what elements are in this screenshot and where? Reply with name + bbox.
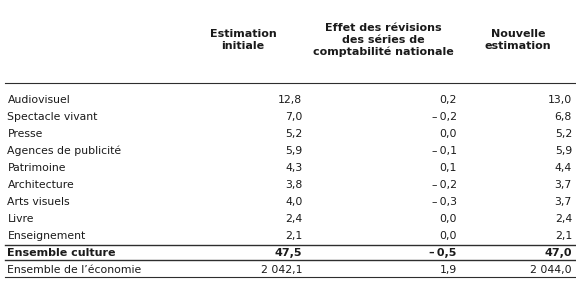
Text: 2,4: 2,4 [285,214,302,224]
Text: 4,3: 4,3 [285,163,302,173]
Text: Architecture: Architecture [7,180,74,190]
Text: Ensemble culture: Ensemble culture [7,248,116,258]
Text: 6,8: 6,8 [555,112,572,122]
Text: 12,8: 12,8 [278,95,302,105]
Text: 0,1: 0,1 [439,163,457,173]
Text: 3,7: 3,7 [555,197,572,207]
Text: 13,0: 13,0 [548,95,572,105]
Text: Ensemble de l’économie: Ensemble de l’économie [7,265,142,275]
Text: 0,0: 0,0 [439,231,457,241]
Text: Effet des révisions
des séries de
comptabilité nationale: Effet des révisions des séries de compta… [313,23,454,58]
Text: Audiovisuel: Audiovisuel [7,95,70,105]
Text: Spectacle vivant: Spectacle vivant [7,112,98,122]
Text: – 0,5: – 0,5 [429,248,457,258]
Text: 0,0: 0,0 [439,214,457,224]
Text: 2,1: 2,1 [285,231,302,241]
Text: 4,4: 4,4 [555,163,572,173]
Text: 4,0: 4,0 [285,197,302,207]
Text: 5,9: 5,9 [555,146,572,156]
Text: Agences de publicité: Agences de publicité [7,146,122,156]
Text: 3,8: 3,8 [285,180,302,190]
Text: – 0,1: – 0,1 [432,146,457,156]
Text: Presse: Presse [7,129,43,139]
Text: 2,4: 2,4 [555,214,572,224]
Text: Livre: Livre [7,214,34,224]
Text: Estimation
initiale: Estimation initiale [210,29,276,51]
Text: – 0,3: – 0,3 [432,197,457,207]
Text: Nouvelle
estimation: Nouvelle estimation [484,29,551,51]
Text: Enseignement: Enseignement [7,231,86,241]
Text: 3,7: 3,7 [555,180,572,190]
Text: 0,0: 0,0 [439,129,457,139]
Text: 47,5: 47,5 [275,248,302,258]
Text: 5,2: 5,2 [555,129,572,139]
Text: 1,9: 1,9 [439,265,457,275]
Text: 2 044,0: 2 044,0 [530,265,572,275]
Text: – 0,2: – 0,2 [432,112,457,122]
Text: 7,0: 7,0 [285,112,302,122]
Text: Arts visuels: Arts visuels [7,197,70,207]
Text: 2,1: 2,1 [555,231,572,241]
Text: 5,2: 5,2 [285,129,302,139]
Text: Patrimoine: Patrimoine [7,163,66,173]
Text: – 0,2: – 0,2 [432,180,457,190]
Text: 0,2: 0,2 [439,95,457,105]
Text: 2 042,1: 2 042,1 [261,265,302,275]
Text: 5,9: 5,9 [285,146,302,156]
Text: 47,0: 47,0 [544,248,572,258]
